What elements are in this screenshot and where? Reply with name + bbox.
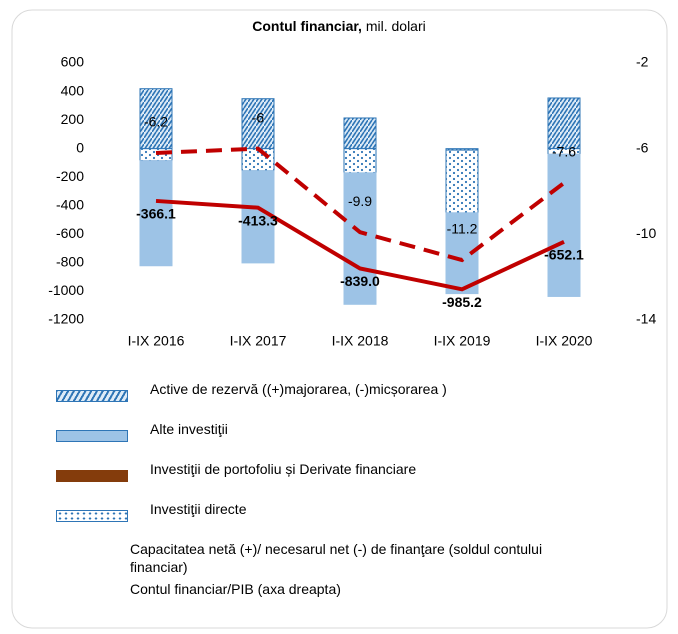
legend: Active de rezervă ((+)majorarea, (-)micș… (50, 372, 610, 597)
x-tick-label: I-IX 2018 (332, 333, 389, 349)
bar (547, 153, 581, 297)
bar (139, 88, 173, 150)
legend-entry: Investiţii directe (50, 492, 610, 532)
legend-entry: Active de rezervă ((+)majorarea, (-)micș… (50, 372, 610, 412)
y-tick-label: -800 (56, 254, 84, 270)
x-tick-label: I-IX 2017 (230, 333, 287, 349)
legend-entry: Capacitatea netă (+)/ necesarul net (-) … (50, 532, 610, 575)
bar (139, 160, 173, 267)
y2-tick-label: -2 (636, 54, 649, 70)
chart-title: Contul financiar, mil. dolari (252, 18, 425, 34)
legend-entry: Alte investiţii (50, 412, 610, 452)
data-label: -839.0 (340, 273, 380, 289)
data-label: -6.2 (144, 114, 168, 130)
data-label: -9.9 (348, 193, 372, 209)
bar (241, 148, 275, 172)
y-tick-label: 400 (61, 82, 85, 98)
line (155, 146, 566, 263)
legend-entry: Contul financiar/PIB (axa dreapta) (50, 572, 610, 597)
legend-swatch (56, 390, 128, 402)
legend-label: Capacitatea netă (+)/ necesarul net (-) … (130, 541, 543, 575)
bar (445, 149, 479, 214)
legend-label: Contul financiar/PIB (axa dreapta) (130, 581, 341, 597)
data-label: -985.2 (442, 294, 482, 310)
y-tick-label: -1000 (48, 282, 84, 298)
legend-label: Alte investiţii (150, 421, 228, 437)
data-label: -652.1 (544, 246, 584, 262)
y-tick-label: -600 (56, 225, 84, 241)
data-label: -7.6 (552, 144, 576, 160)
bar (343, 148, 377, 174)
y-tick-label: 0 (76, 139, 84, 155)
bar (343, 117, 377, 150)
x-tick-label: I-IX 2020 (536, 333, 593, 349)
legend-swatch (56, 510, 128, 522)
bar (241, 170, 275, 264)
bar (343, 172, 377, 305)
y2-tick-label: -10 (636, 225, 656, 241)
frame (11, 9, 668, 629)
data-label: -6 (252, 109, 265, 125)
data-label: -413.3 (238, 212, 278, 228)
data-label: -366.1 (136, 206, 176, 222)
y2-tick-label: -6 (636, 139, 649, 155)
bar (547, 97, 581, 150)
y-tick-label: -200 (56, 168, 84, 184)
y-tick-label: -1200 (48, 311, 84, 327)
legend-swatch (56, 470, 128, 482)
x-tick-label: I-IX 2016 (128, 333, 185, 349)
data-label: -11.2 (447, 221, 478, 237)
y-tick-label: 200 (61, 111, 85, 127)
legend-label: Investiţii directe (150, 501, 247, 517)
line (155, 198, 565, 292)
legend-entry: Investiţii de portofoliu și Derivate fin… (50, 452, 610, 492)
y2-tick-label: -14 (636, 311, 656, 327)
legend-label: Investiţii de portofoliu și Derivate fin… (150, 461, 417, 477)
legend-label: Active de rezervă ((+)majorarea, (-)micș… (150, 381, 447, 397)
y-tick-label: 600 (61, 54, 85, 70)
x-tick-label: I-IX 2019 (434, 333, 491, 349)
legend-swatch (56, 430, 128, 442)
y-tick-label: -400 (56, 196, 84, 212)
